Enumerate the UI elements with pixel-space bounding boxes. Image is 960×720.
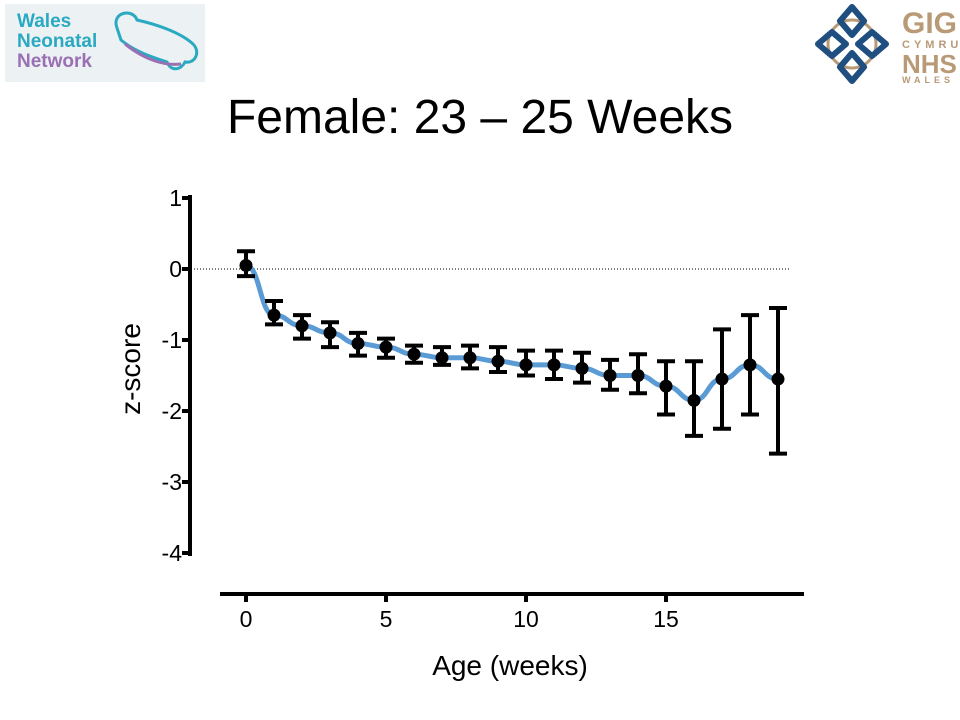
x-tick-label: 10 xyxy=(513,606,539,632)
data-point xyxy=(323,326,337,340)
data-point xyxy=(491,354,505,368)
logo-text-cymru: CYMRU xyxy=(902,39,960,51)
data-point xyxy=(715,372,729,386)
nhs-wales-logo: GIG CYMRU NHS WALES xyxy=(812,3,960,85)
logo-text-gig: GIG xyxy=(902,7,958,40)
y-tick-label: -2 xyxy=(162,398,182,424)
data-point xyxy=(687,393,701,407)
data-point xyxy=(603,369,617,382)
data-point xyxy=(631,369,645,382)
data-point xyxy=(463,351,477,365)
data-point xyxy=(379,340,393,354)
data-point xyxy=(547,358,561,372)
y-axis-title: z-score xyxy=(115,323,146,415)
y-tick-label: -3 xyxy=(162,469,182,495)
data-point xyxy=(519,358,533,372)
data-point xyxy=(575,361,589,375)
wales-neonatal-network-logo: Wales Neonatal Network xyxy=(5,4,205,82)
data-point xyxy=(351,337,365,351)
y-tick-label: -4 xyxy=(162,540,183,566)
logo-text-neonatal: Neonatal xyxy=(17,31,98,52)
data-point xyxy=(743,358,757,372)
y-tick-label: 0 xyxy=(169,256,182,282)
slide-title: Female: 23 – 25 Weeks xyxy=(226,91,734,144)
x-axis-title: Age (weeks) xyxy=(432,650,588,681)
data-point xyxy=(407,347,421,361)
x-tick-label: 15 xyxy=(653,606,679,632)
logo-text-wales-en: WALES xyxy=(902,75,955,85)
y-tick-label: 1 xyxy=(169,185,182,211)
data-point xyxy=(267,308,281,322)
infant-outline-icon xyxy=(114,11,199,71)
logo-text-nhs: NHS xyxy=(902,49,957,79)
y-tick-label: -1 xyxy=(162,327,182,353)
celtic-knot-icon xyxy=(815,4,889,84)
data-point xyxy=(295,319,309,333)
logo-text-wales: Wales xyxy=(17,11,72,32)
data-point xyxy=(659,379,673,393)
x-tick-label: 0 xyxy=(240,606,253,632)
data-point xyxy=(239,258,253,272)
data-point xyxy=(435,351,449,365)
data-point xyxy=(771,372,785,386)
logo-text-network: Network xyxy=(17,51,92,72)
x-tick-label: 5 xyxy=(380,606,393,632)
